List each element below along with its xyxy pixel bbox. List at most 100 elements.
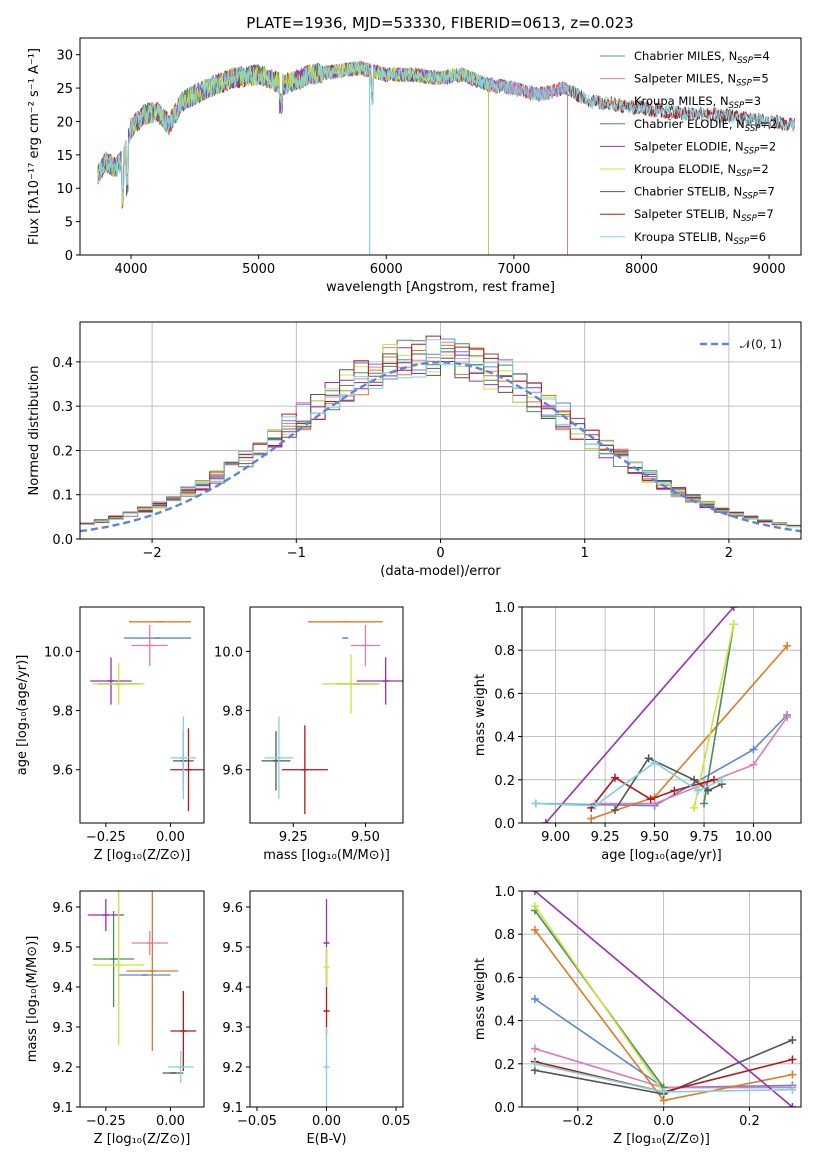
y-tick-label: 1.0 [494, 885, 515, 900]
weight-marker [587, 814, 596, 823]
x-tick-label: 1 [581, 546, 589, 561]
weight-marker [709, 775, 718, 784]
x-tick-label: 0.00 [312, 1114, 341, 1129]
y-tick-label: 9.8 [222, 705, 243, 720]
x-axis-label: E(B-V) [306, 1132, 346, 1147]
x-tick-label: −0.25 [86, 1114, 126, 1129]
weight-marker [530, 891, 539, 895]
axes-frame [249, 890, 404, 1108]
weight-line [703, 624, 735, 804]
weight-line [595, 716, 788, 805]
plot-area [530, 891, 797, 1107]
plot-area [90, 621, 204, 812]
x-tick-label: −0.05 [237, 1114, 277, 1129]
y-tick-label: 9.1 [52, 1101, 73, 1116]
plot-area [80, 335, 801, 533]
weight-marker [644, 754, 653, 763]
x-tick-label: 4000 [114, 262, 147, 277]
weight-marker [729, 620, 738, 629]
x-axis-label: Z [log₁₀(Z/Z⊙)] [94, 848, 191, 863]
weight_vs_Z-panel: −0.2 0.0 0.2 0.0 0.2 0.4 0.6 0.8 1.0 Z [log₁₀(Z/Z… [473, 885, 802, 1147]
plot-area [87, 891, 197, 1083]
weight-marker [788, 1055, 797, 1064]
y-tick-label: 9.6 [222, 764, 243, 779]
x-tick-label: 0.00 [156, 1114, 185, 1129]
weight-marker [788, 1085, 797, 1094]
weight-marker [530, 925, 539, 934]
weight-line [693, 624, 735, 809]
x-tick-label: 0.2 [739, 1114, 760, 1129]
y-tick-label: 30 [56, 49, 73, 64]
weight-marker [530, 1044, 539, 1053]
x-tick-label: 0.00 [156, 830, 185, 845]
weight-marker [646, 795, 655, 804]
y-tick-label: 25 [56, 82, 73, 97]
y-tick-label: 9.6 [52, 901, 73, 916]
legend-label: 𝒩(0, 1) [740, 337, 782, 351]
weight-marker [729, 607, 738, 611]
spectrum-line [97, 61, 489, 255]
weight_vs_age-panel: 9.00 9.25 9.50 9.75 10.00 0.0 0.2 0.4 0.6 0.8 1.0 a… [473, 601, 802, 863]
y-tick-label: 0.2 [52, 444, 73, 459]
plot-area [531, 607, 792, 823]
y-tick-label: 0 [65, 249, 73, 264]
weight-marker [749, 745, 758, 754]
y-tick-label: 20 [56, 115, 73, 130]
y-tick-label: 9.8 [52, 705, 73, 720]
weight-marker [670, 786, 679, 795]
weight-line [534, 905, 665, 1093]
y-axis-label: age [log₁₀(age/yr)] [15, 655, 30, 776]
axes-frame [249, 606, 404, 824]
weight-marker [530, 1059, 539, 1068]
y-tick-label: 9.3 [222, 1021, 243, 1036]
y-tick-label: 0.2 [494, 774, 515, 789]
axes-frame [521, 606, 802, 824]
legend-label: Chabrier ELODIE, NSSP=2 [634, 117, 777, 134]
y-tick-label: 0.4 [52, 356, 73, 371]
weight-marker [541, 819, 550, 823]
weight-marker [690, 803, 699, 812]
chart-title: PLATE=1936, MJD=53330, FIBERID=0613, z=0… [246, 14, 633, 32]
y-tick-label: 0.3 [52, 400, 73, 415]
y-axis-label: mass weight [473, 958, 488, 1040]
axes-frame [79, 890, 205, 1108]
legend-label: Kroupa MILES, NSSP=3 [634, 94, 761, 111]
y-tick-label: 0.0 [494, 817, 515, 832]
weight-marker [591, 801, 600, 810]
x-tick-label: 9000 [753, 262, 786, 277]
weight-marker [700, 799, 709, 808]
x-axis-label: age [log₁₀(age/yr)] [601, 848, 722, 863]
mass_vs_ebv-panel: −0.05 0.00 0.05 9.1 9.2 9.3 9.4 9.5 9.6 E(B-V) [222, 890, 411, 1147]
y-axis-label: Flux [fλ10⁻¹⁷ erg cm⁻² s⁻¹ A⁻¹] [27, 48, 42, 245]
y-tick-label: 9.6 [52, 764, 73, 779]
x-tick-label: 0.0 [653, 1114, 674, 1129]
x-axis-label: Z [log₁₀(Z/Z⊙)] [613, 1132, 710, 1147]
x-tick-label: 8000 [625, 262, 658, 277]
axes-frame [79, 321, 802, 540]
x-axis-label: wavelength [Angstrom, rest frame] [326, 280, 555, 295]
x-tick-label: 5000 [242, 262, 275, 277]
y-tick-label: 0.0 [52, 533, 73, 548]
plot-area [261, 621, 403, 815]
x-tick-label: −1 [287, 546, 306, 561]
residuals-panel: −2 −1 0 1 2 0.0 0.1 0.2 0.3 0.4 (data-model)/error… [27, 321, 802, 579]
weight-marker [611, 806, 619, 815]
age_vs_Z-panel: −0.25 0.00 9.6 9.8 10.0 Z [log₁₀(Z/Z⊙)] age [l… [15, 606, 205, 863]
spectrum-panel: 4000 5000 6000 7000 8000 9000 0 5 10 15 20 25 30 wave… [27, 37, 802, 295]
y-tick-label: 0.1 [52, 489, 73, 504]
y-tick-label: 9.5 [52, 941, 73, 956]
normal-curve [80, 361, 801, 533]
weight-marker [788, 1036, 797, 1045]
y-tick-label: 0.8 [494, 928, 515, 943]
weight-marker [749, 760, 758, 769]
y-tick-label: 9.5 [222, 941, 243, 956]
weight-marker [530, 995, 539, 1003]
legend-label: Salpeter MILES, NSSP=5 [634, 72, 769, 89]
y-tick-label: 0.6 [494, 971, 515, 986]
axes-frame [521, 890, 802, 1108]
weight-marker [704, 786, 712, 795]
y-axis-label: mass [log₁₀(M/M⊙)] [25, 936, 40, 1063]
y-tick-label: 9.1 [222, 1101, 243, 1116]
legend-label: Salpeter ELODIE, NSSP=2 [634, 139, 776, 156]
